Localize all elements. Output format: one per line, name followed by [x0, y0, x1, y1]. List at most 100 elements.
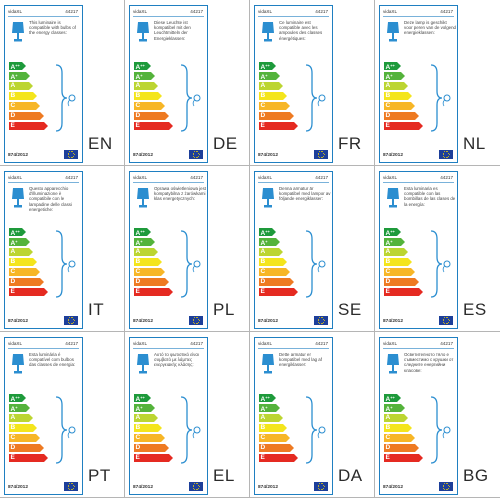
energy-class-label: A+: [10, 72, 18, 81]
energy-class-bar: A+: [9, 71, 49, 81]
energy-class-bar: B: [259, 257, 299, 267]
energy-class-bar: C: [259, 101, 299, 111]
brace-bulb-icon: [180, 396, 201, 464]
brand-name: vidaXL: [383, 175, 398, 180]
eu-flag-icon: [64, 482, 78, 491]
energy-class-label: A++: [10, 63, 20, 71]
energy-class-label: A++: [385, 63, 395, 71]
header-divider: [383, 182, 454, 183]
energy-class-label: C: [135, 101, 141, 109]
language-code: BG: [463, 466, 489, 485]
energy-class-bar: A+: [9, 237, 49, 247]
energy-class-bar: E: [9, 453, 49, 463]
energy-class-bar: C: [9, 267, 49, 277]
energy-class-bar: D: [9, 277, 49, 287]
regulation-number: 874/2012: [258, 153, 279, 158]
product-code: 44217: [315, 175, 328, 180]
energy-class-bar: B: [259, 423, 299, 433]
energy-class-bar: E: [134, 121, 174, 131]
lamp-icon: [137, 188, 149, 208]
energy-scale: A++ A+ A B C D E: [259, 394, 299, 464]
header-divider: [258, 348, 329, 349]
product-code: 44217: [315, 341, 328, 346]
regulation-number: 874/2012: [133, 485, 154, 490]
header-divider: [258, 16, 329, 17]
energy-class-bar: B: [134, 91, 174, 101]
energy-scale: A++ A+ A B C D E: [9, 62, 49, 132]
brace-bulb-icon: [305, 64, 326, 132]
energy-class-label: A++: [385, 395, 395, 403]
energy-class-bar: B: [384, 257, 424, 267]
language-code: DE: [213, 134, 238, 153]
eu-flag-icon: [314, 316, 328, 325]
energy-class-bar: A++: [259, 62, 299, 71]
lamp-icon: [137, 22, 149, 42]
energy-label-card: vidaXL 44217 Ce luminaire est compatible…: [254, 5, 333, 163]
energy-class-label: A: [385, 413, 391, 421]
eu-flag-icon: [64, 316, 78, 325]
header-divider: [383, 16, 454, 17]
brand-name: vidaXL: [258, 9, 273, 14]
energy-class-bar: D: [259, 277, 299, 287]
language-code: PT: [88, 466, 111, 485]
energy-class-bar: A++: [259, 228, 299, 237]
energy-class-label: A+: [10, 238, 18, 247]
lamp-icon: [137, 354, 149, 374]
energy-class-bar: C: [9, 101, 49, 111]
energy-class-bar: A++: [9, 228, 49, 237]
energy-class-bar: C: [384, 433, 424, 443]
energy-class-bar: B: [9, 257, 49, 267]
header-divider: [8, 182, 79, 183]
energy-class-bar: A: [384, 247, 424, 257]
energy-class-label: E: [10, 121, 15, 129]
energy-class-bar: A+: [134, 71, 174, 81]
compatibility-text: Questo apparecchio d'illuminazione è com…: [29, 186, 72, 212]
energy-class-bar: E: [384, 287, 424, 297]
compatibility-text: This luminaire is compatible with bulbs …: [29, 20, 76, 36]
energy-class-label: A: [135, 81, 141, 89]
energy-class-label: B: [135, 423, 141, 431]
energy-class-label: A+: [385, 238, 393, 247]
energy-class-label: C: [10, 101, 16, 109]
energy-scale: A++ A+ A B C D E: [9, 394, 49, 464]
product-code: 44217: [65, 9, 78, 14]
energy-class-bar: A+: [384, 237, 424, 247]
energy-class-label: C: [260, 267, 266, 275]
energy-label-card: vidaXL 44217 Осветителното тяло е съвмес…: [379, 337, 458, 495]
product-code: 44217: [190, 9, 203, 14]
energy-class-bar: A++: [384, 228, 424, 237]
energy-class-label: A: [385, 81, 391, 89]
brace-bulb-icon: [180, 230, 201, 298]
brand-name: vidaXL: [258, 341, 273, 346]
energy-class-label: A+: [385, 404, 393, 413]
language-code: EL: [213, 466, 235, 485]
energy-class-bar: A+: [134, 237, 174, 247]
label-cell: vidaXL 44217 This luminaire is compatibl…: [0, 0, 125, 166]
energy-class-label: A++: [10, 229, 20, 237]
energy-class-bar: A: [259, 413, 299, 423]
energy-label-card: vidaXL 44217 Questo apparecchio d'illumi…: [4, 171, 83, 329]
product-code: 44217: [315, 9, 328, 14]
energy-class-label: B: [385, 91, 391, 99]
compatibility-text: Oprawa oświetleniowa jest kompatybilna z…: [154, 186, 206, 202]
header-divider: [8, 348, 79, 349]
energy-class-label: B: [135, 91, 141, 99]
energy-scale: A++ A+ A B C D E: [259, 228, 299, 298]
brand-name: vidaXL: [8, 341, 23, 346]
brace-bulb-icon: [55, 64, 76, 132]
energy-class-bar: A+: [134, 403, 174, 413]
energy-class-label: A++: [385, 229, 395, 237]
regulation-number: 874/2012: [8, 319, 29, 324]
energy-class-label: D: [135, 277, 141, 285]
lamp-icon: [262, 22, 274, 42]
compatibility-text: Denna armatur är kompatibel med lampor a…: [279, 186, 331, 202]
language-code: DA: [338, 466, 363, 485]
lamp-icon: [387, 188, 399, 208]
energy-class-label: E: [10, 287, 15, 295]
energy-scale: A++ A+ A B C D E: [134, 228, 174, 298]
energy-class-bar: A+: [259, 71, 299, 81]
label-cell: vidaXL 44217 Denna armatur är kompatibel…: [250, 166, 375, 332]
energy-scale: A++ A+ A B C D E: [384, 228, 424, 298]
energy-class-bar: E: [259, 453, 299, 463]
